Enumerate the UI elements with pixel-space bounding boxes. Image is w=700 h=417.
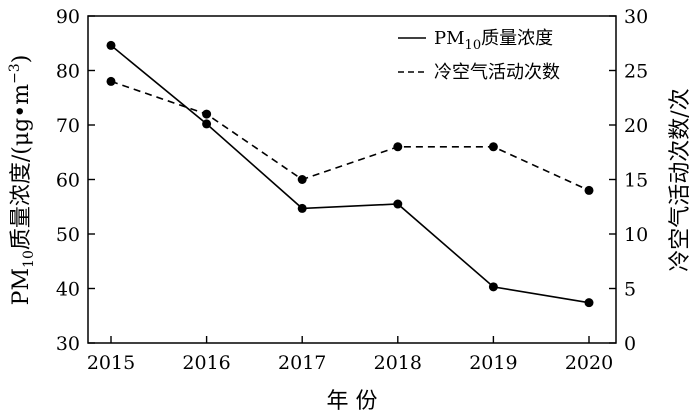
right-tick-label: 10 (624, 224, 648, 246)
legend-label-pm10: PM10质量浓度 (434, 28, 553, 53)
legend-label-cold-air: 冷空气活动次数 (434, 62, 560, 83)
right-axis-title: 冷空气活动次数/次 (668, 88, 693, 271)
right-axis-ticks: 0 5 10 15 20 25 30 (609, 6, 648, 355)
pm10-point (297, 203, 307, 213)
x-tick-label: 2019 (469, 352, 517, 374)
cold-air-point (297, 175, 307, 184)
legend: PM10质量浓度 冷空气活动次数 (398, 28, 560, 83)
x-tick-label: 2016 (182, 352, 230, 374)
cold-air-point (488, 142, 498, 152)
right-tick-label: 0 (624, 333, 636, 355)
left-axis-title: PM10质量浓度/(μg•m−3) (7, 55, 37, 306)
x-axis-ticks: 2015 2016 2017 2018 2019 2020 (87, 336, 613, 374)
x-axis-title: 年 份 (327, 389, 378, 414)
left-tick-label: 30 (56, 333, 80, 355)
series-line-cold-air (110, 80, 590, 192)
right-tick-label: 25 (624, 61, 648, 83)
pm10-point (106, 40, 116, 50)
right-tick-label: 20 (624, 115, 648, 137)
left-tick-label: 40 (56, 279, 80, 301)
right-tick-label: 15 (624, 170, 648, 192)
cold-air-point (106, 76, 116, 86)
cold-air-point (584, 185, 594, 195)
x-tick-label: 2020 (565, 352, 613, 374)
pm10-point (488, 282, 498, 292)
x-tick-label: 2017 (278, 352, 326, 374)
x-tick-label: 2015 (87, 352, 135, 374)
left-tick-label: 80 (56, 61, 80, 83)
right-tick-label: 30 (624, 6, 648, 28)
cold-air-point (393, 142, 403, 152)
left-tick-label: 70 (56, 115, 80, 137)
pm10-point (393, 199, 403, 209)
cold-air-point (202, 109, 212, 119)
left-tick-label: 50 (56, 224, 80, 246)
series-line-pm10 (110, 44, 590, 304)
x-tick-label: 2018 (374, 352, 422, 374)
right-tick-label: 5 (624, 279, 636, 301)
left-axis-ticks: 30 40 50 60 70 80 90 (56, 6, 95, 355)
left-tick-label: 90 (56, 6, 80, 28)
pm10-point (584, 298, 594, 308)
left-tick-label: 60 (56, 170, 80, 192)
series-layer (106, 40, 594, 308)
pm10-point (202, 119, 212, 129)
